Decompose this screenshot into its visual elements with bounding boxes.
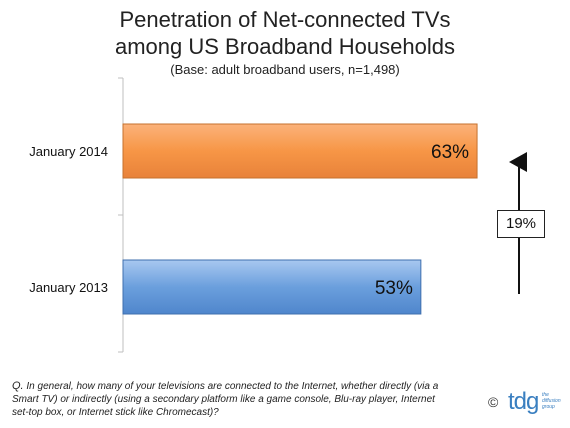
change-annotation-box: 19% — [497, 210, 545, 238]
bar-1 — [122, 259, 422, 315]
chart-title-line-1: Penetration of Net-connected TVs — [119, 7, 451, 32]
chart-title-block: Penetration of Net-connected TVs among U… — [0, 6, 570, 78]
logo-subtext: the diffusion group — [542, 392, 561, 410]
bar-value-label-0: 63% — [431, 142, 469, 163]
bars-layer — [122, 123, 478, 315]
tdg-logo: tdg the diffusion group — [508, 388, 568, 422]
survey-question: Q. In general, how many of your televisi… — [12, 380, 442, 419]
question-prefix: Q. — [12, 380, 24, 392]
chart-subtitle: (Base: adult broadband users, n=1,498) — [170, 62, 400, 77]
bar-value-label-1: 53% — [375, 278, 413, 299]
labels-layer: 63% January 2014 53% January 2013 — [29, 142, 469, 299]
chart-title-line-2: among US Broadband Households — [114, 34, 455, 59]
question-text: In general, how many of your televisions… — [12, 381, 439, 418]
copyright-symbol: © — [488, 394, 499, 410]
axis-layer — [118, 77, 124, 353]
bar-0 — [122, 123, 478, 179]
category-label-1: January 2013 — [29, 280, 108, 295]
category-label-0: January 2014 — [29, 144, 108, 159]
logo-text: tdg — [508, 388, 539, 415]
